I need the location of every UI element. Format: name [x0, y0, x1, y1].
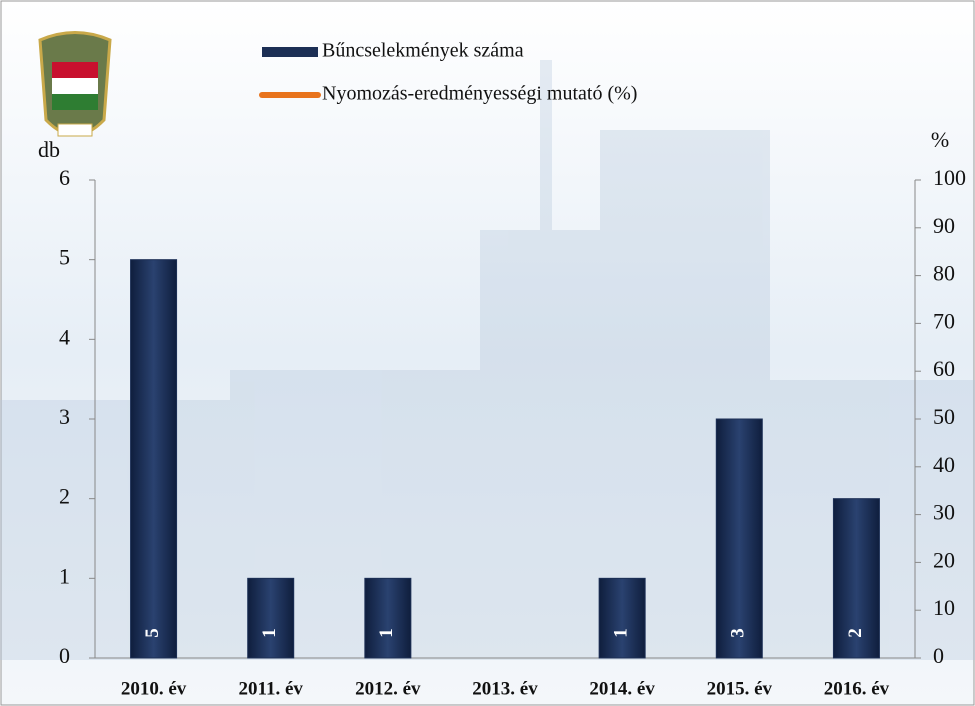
y2-tick-label: 20	[933, 547, 955, 572]
y-tick-label: 1	[59, 563, 70, 588]
data-label: 2	[845, 628, 866, 638]
x-tick-label: 2013. év	[472, 678, 538, 699]
data-label: 5	[142, 628, 163, 638]
y-tick-label: 4	[59, 324, 70, 349]
x-tick-label: 2011. év	[239, 678, 304, 699]
y-tick-label: 6	[59, 165, 70, 190]
y2-tick-label: 90	[933, 213, 955, 238]
y2-tick-label: 0	[933, 643, 944, 668]
y2-tick-label: 70	[933, 308, 955, 333]
bar	[364, 577, 412, 659]
x-tick-label: 2012. év	[355, 678, 421, 699]
bar	[715, 418, 763, 659]
data-label: 3	[728, 628, 749, 638]
data-label: 1	[259, 628, 280, 638]
y2-tick-label: 100	[933, 165, 966, 190]
bar	[247, 577, 295, 659]
x-tick-label: 2015. év	[707, 678, 773, 699]
y-tick-label: 0	[59, 643, 70, 668]
y-axis-label: db	[38, 137, 60, 162]
y2-axis-label: %	[931, 127, 949, 152]
y2-tick-label: 50	[933, 404, 955, 429]
y2-tick-label: 60	[933, 356, 955, 381]
legend-label: Bűncselekmények száma	[322, 40, 524, 62]
logo	[38, 31, 112, 137]
bar	[832, 498, 880, 659]
data-label: 1	[611, 628, 632, 638]
y-tick-label: 2	[59, 484, 70, 509]
y2-tick-label: 80	[933, 261, 955, 286]
y-tick-label: 5	[59, 245, 70, 270]
y-tick-label: 3	[59, 404, 70, 429]
x-tick-label: 2014. év	[589, 678, 655, 699]
y2-tick-label: 30	[933, 500, 955, 525]
y2-tick-label: 40	[933, 452, 955, 477]
x-tick-label: 2010. év	[121, 678, 187, 699]
legend-label: Nyomozás-eredményességi mutató (%)	[322, 83, 637, 105]
y2-tick-label: 10	[933, 595, 955, 620]
x-tick-label: 2016. év	[824, 678, 890, 699]
bar	[130, 259, 178, 659]
bar	[598, 577, 646, 659]
legend-swatch	[262, 47, 318, 57]
data-label: 1	[376, 628, 397, 638]
